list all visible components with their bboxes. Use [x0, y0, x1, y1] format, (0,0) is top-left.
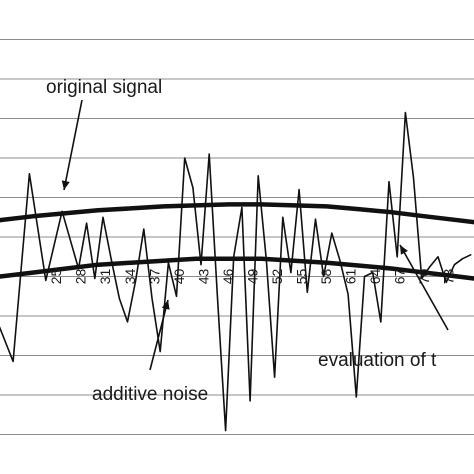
upper-envelope-line [0, 202, 474, 225]
x-tick-label: 46 [220, 268, 236, 284]
annotation-arrow [63, 99, 83, 191]
arrow-head [400, 245, 408, 255]
lower-envelope-line [0, 256, 474, 281]
noisy-signal-line [0, 111, 472, 432]
x-tick-label: 52 [269, 268, 285, 284]
x-tick-label: 25 [48, 268, 64, 284]
x-tick-labels: 25 28 31 34 37 40 43 46 49 52 55 58 61 64 67 70 73 [48, 268, 456, 284]
x-tick-label: 43 [195, 268, 211, 284]
x-tick-label: 58 [318, 268, 334, 284]
arrow-head [61, 180, 70, 190]
arrow-head [161, 300, 170, 310]
x-tick-label: 67 [391, 268, 407, 284]
annotation-arrow [399, 244, 449, 331]
annotations: original signal additive noise evaluation … [46, 77, 449, 405]
x-tick-label: 49 [244, 268, 260, 284]
annotation-original-signal: original signal [46, 77, 162, 98]
series-layer [0, 111, 474, 432]
x-tick-label: 61 [342, 268, 358, 284]
annotation-arrow [149, 299, 169, 371]
x-tick-label: 55 [293, 268, 309, 284]
x-tick-label: 28 [73, 268, 89, 284]
x-tick-label: 73 [440, 268, 456, 284]
annotation-evaluation: evaluation of t [318, 350, 437, 371]
annotation-additive-noise: additive noise [92, 384, 208, 405]
x-tick-label: 34 [122, 268, 138, 284]
x-tick-label: 40 [171, 268, 187, 284]
x-tick-label: 37 [146, 268, 162, 284]
x-tick-label: 31 [97, 268, 113, 284]
x-tick-label: 64 [367, 268, 383, 284]
